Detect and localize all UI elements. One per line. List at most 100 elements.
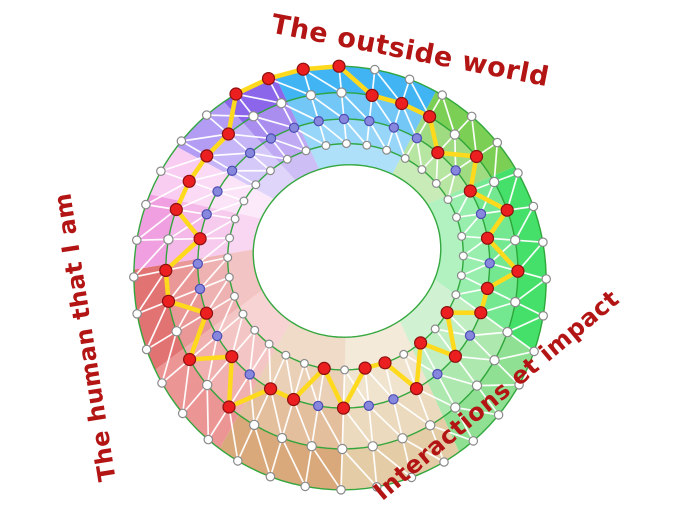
mesh-node-white <box>141 344 152 355</box>
mesh-node-purple <box>484 258 495 269</box>
waypoint-node-red <box>287 392 301 407</box>
waypoint-node-red <box>448 349 462 363</box>
mesh-node-white <box>265 471 276 482</box>
mesh-node-white <box>362 140 372 150</box>
mesh-node-white <box>489 355 500 366</box>
waypoint-node-red <box>480 231 495 245</box>
mesh-node-white <box>233 456 243 466</box>
mesh-node-white <box>471 380 483 391</box>
sector-purple-dark <box>223 76 288 123</box>
mesh-node-white <box>439 457 449 467</box>
waypoint-node-red <box>317 361 331 375</box>
mesh-nodes <box>129 59 551 495</box>
mesh-node-white <box>177 408 188 419</box>
sector-pink <box>227 213 262 254</box>
mesh-node-white <box>203 434 214 445</box>
waypoint-node-red <box>229 87 243 101</box>
mesh-node-white <box>431 178 441 188</box>
mesh-node-white <box>502 326 513 338</box>
mesh-node-white <box>513 168 523 178</box>
mesh-node-purple <box>411 132 423 144</box>
sector-tan-mid <box>238 380 344 449</box>
mesh-node-purple <box>313 115 324 127</box>
mesh-node-purple <box>201 209 212 220</box>
mesh-node-white <box>369 64 380 75</box>
mesh-node-white <box>430 324 440 334</box>
mesh-node-white <box>493 410 504 420</box>
mesh-node-white <box>399 349 409 359</box>
mesh-node-white <box>443 195 453 205</box>
mesh-node-white <box>400 153 410 163</box>
sector-salmon-light <box>239 290 291 349</box>
mesh-node-white <box>337 443 348 455</box>
mesh-node-purple <box>475 208 487 220</box>
waypoint-node-red <box>336 401 351 415</box>
mesh-node-white <box>514 379 524 390</box>
mesh-node-purple <box>288 122 300 134</box>
mesh-node-white <box>300 481 310 492</box>
mesh-node-white <box>451 290 461 300</box>
sector-salmon-dark <box>133 264 184 370</box>
mesh-node-white <box>305 89 317 101</box>
mesh-node-white <box>251 180 261 190</box>
mesh-node-white <box>299 358 309 368</box>
waypoint-node-red <box>423 109 437 124</box>
waypoint-node-red <box>480 281 494 295</box>
mesh-node-purple <box>265 133 277 144</box>
mesh-node-white <box>528 201 539 212</box>
mesh-node-white <box>239 196 249 206</box>
waypoint-node-red <box>431 146 445 160</box>
mesh-node-white <box>201 379 213 391</box>
waypoint-node-red <box>296 62 310 76</box>
mesh-node-white <box>529 346 539 357</box>
mesh-node-white <box>176 136 187 146</box>
mesh-node-white <box>538 237 548 247</box>
mesh-node-white <box>449 129 460 140</box>
waypoint-node-red <box>183 352 197 367</box>
mesh-node-white <box>437 90 447 100</box>
mesh-node-purple <box>338 113 350 125</box>
mesh-node-white <box>132 235 142 245</box>
mesh-node-white <box>301 146 311 156</box>
mesh-node-white <box>457 231 467 241</box>
mesh-node-purple <box>450 165 461 176</box>
waypoint-node-red <box>161 294 176 308</box>
mesh-node-purple <box>192 258 203 269</box>
waypoint-node-red <box>225 350 239 364</box>
mesh-line-set <box>132 65 548 491</box>
mesh-node-white <box>224 272 234 282</box>
waypoint-node-red <box>511 264 525 278</box>
sector-pink-light <box>179 160 229 208</box>
mesh-node-white <box>281 350 291 360</box>
waypoint-node-red <box>440 306 454 320</box>
mesh-node-white <box>276 97 287 109</box>
mesh-node-white <box>276 432 288 444</box>
sector-green-medium <box>424 91 515 177</box>
mesh-node-purple <box>364 115 375 127</box>
waypoint-node-red <box>159 263 173 277</box>
mesh-node-white <box>406 472 417 483</box>
mesh-node-purple <box>194 283 206 295</box>
sector-purple-light <box>176 101 244 161</box>
waypoint-node-red <box>365 88 379 103</box>
sector-tan-light <box>344 320 413 370</box>
mesh-node-white <box>230 291 240 301</box>
sector-blue <box>309 143 402 175</box>
mesh-node-purple <box>211 330 223 342</box>
sector-green-pale <box>427 312 508 417</box>
mesh-node-white <box>456 271 466 281</box>
waypoint-node-red <box>200 149 214 163</box>
mesh-node-purple <box>244 147 256 159</box>
mesh-node-white <box>171 326 182 337</box>
mesh-node-white <box>452 212 462 222</box>
mesh-node-purple <box>363 400 374 411</box>
mesh-node-white <box>230 214 240 224</box>
mesh-node-white <box>371 481 382 492</box>
mesh-node-white <box>336 87 347 98</box>
mesh-node-purple <box>432 368 443 380</box>
mesh-node-white <box>425 420 436 431</box>
sector-tan-light <box>341 416 460 490</box>
waypoint-node-red <box>469 149 484 164</box>
waypoint-node-red <box>358 361 372 375</box>
